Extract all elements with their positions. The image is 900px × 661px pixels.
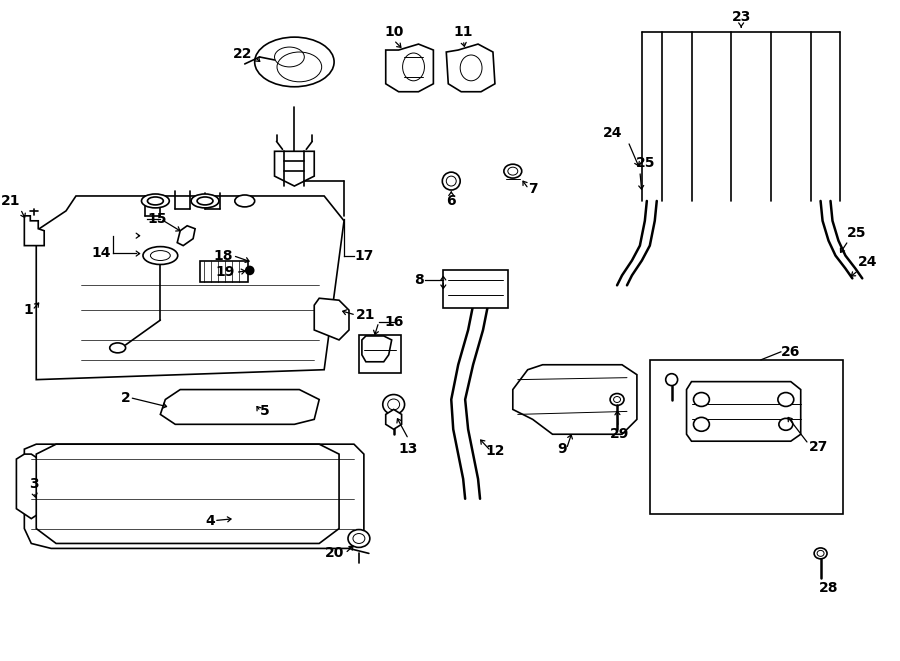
Bar <box>359 335 400 373</box>
Text: 2: 2 <box>121 391 130 405</box>
Ellipse shape <box>814 548 827 559</box>
Text: 21: 21 <box>356 308 375 322</box>
Polygon shape <box>386 44 434 92</box>
Ellipse shape <box>382 395 405 414</box>
Text: 24: 24 <box>859 256 877 270</box>
Bar <box>200 260 248 282</box>
Ellipse shape <box>694 393 709 407</box>
Polygon shape <box>314 298 349 340</box>
Text: 11: 11 <box>454 25 473 39</box>
Text: 25: 25 <box>846 225 866 240</box>
Polygon shape <box>513 365 637 434</box>
Text: 26: 26 <box>781 345 800 359</box>
Text: 15: 15 <box>148 212 166 226</box>
Polygon shape <box>160 389 320 424</box>
Text: 18: 18 <box>213 249 233 262</box>
Text: 17: 17 <box>354 249 373 262</box>
Polygon shape <box>446 44 495 92</box>
Ellipse shape <box>235 195 255 207</box>
Polygon shape <box>24 216 44 246</box>
Bar <box>444 270 508 308</box>
Text: 1: 1 <box>23 303 33 317</box>
Text: 14: 14 <box>91 246 111 260</box>
Text: 9: 9 <box>558 442 567 456</box>
Ellipse shape <box>143 247 177 264</box>
Text: 16: 16 <box>384 315 403 329</box>
Polygon shape <box>36 196 344 379</box>
Polygon shape <box>16 454 46 519</box>
Ellipse shape <box>348 529 370 547</box>
Text: 22: 22 <box>233 47 253 61</box>
Ellipse shape <box>255 37 334 87</box>
Text: 25: 25 <box>636 156 655 171</box>
Polygon shape <box>177 226 195 246</box>
Polygon shape <box>362 336 392 362</box>
Text: 6: 6 <box>446 194 456 208</box>
Text: 5: 5 <box>260 405 269 418</box>
Text: 27: 27 <box>809 440 828 454</box>
Text: 7: 7 <box>527 182 537 196</box>
Polygon shape <box>687 381 801 441</box>
Ellipse shape <box>694 417 709 431</box>
Ellipse shape <box>141 194 169 208</box>
Text: 10: 10 <box>384 25 403 39</box>
Ellipse shape <box>504 164 522 178</box>
Ellipse shape <box>610 393 624 405</box>
Text: 24: 24 <box>602 126 622 140</box>
Text: 20: 20 <box>325 547 344 561</box>
Text: 12: 12 <box>485 444 505 458</box>
Polygon shape <box>386 409 401 429</box>
Ellipse shape <box>666 373 678 385</box>
Text: 19: 19 <box>215 266 235 280</box>
Ellipse shape <box>246 266 254 274</box>
Ellipse shape <box>191 194 219 208</box>
Text: 8: 8 <box>414 274 424 288</box>
Polygon shape <box>274 151 314 186</box>
Ellipse shape <box>778 418 793 430</box>
Text: 3: 3 <box>30 477 39 491</box>
Ellipse shape <box>778 393 794 407</box>
Text: 21: 21 <box>1 194 21 208</box>
Ellipse shape <box>442 172 460 190</box>
Polygon shape <box>36 444 339 543</box>
Text: 29: 29 <box>610 427 630 442</box>
Text: 23: 23 <box>732 11 751 24</box>
Text: 4: 4 <box>205 514 215 527</box>
Polygon shape <box>24 444 364 549</box>
Ellipse shape <box>110 343 126 353</box>
Bar <box>650 360 843 514</box>
Text: 13: 13 <box>399 442 418 456</box>
Text: 28: 28 <box>819 581 838 595</box>
